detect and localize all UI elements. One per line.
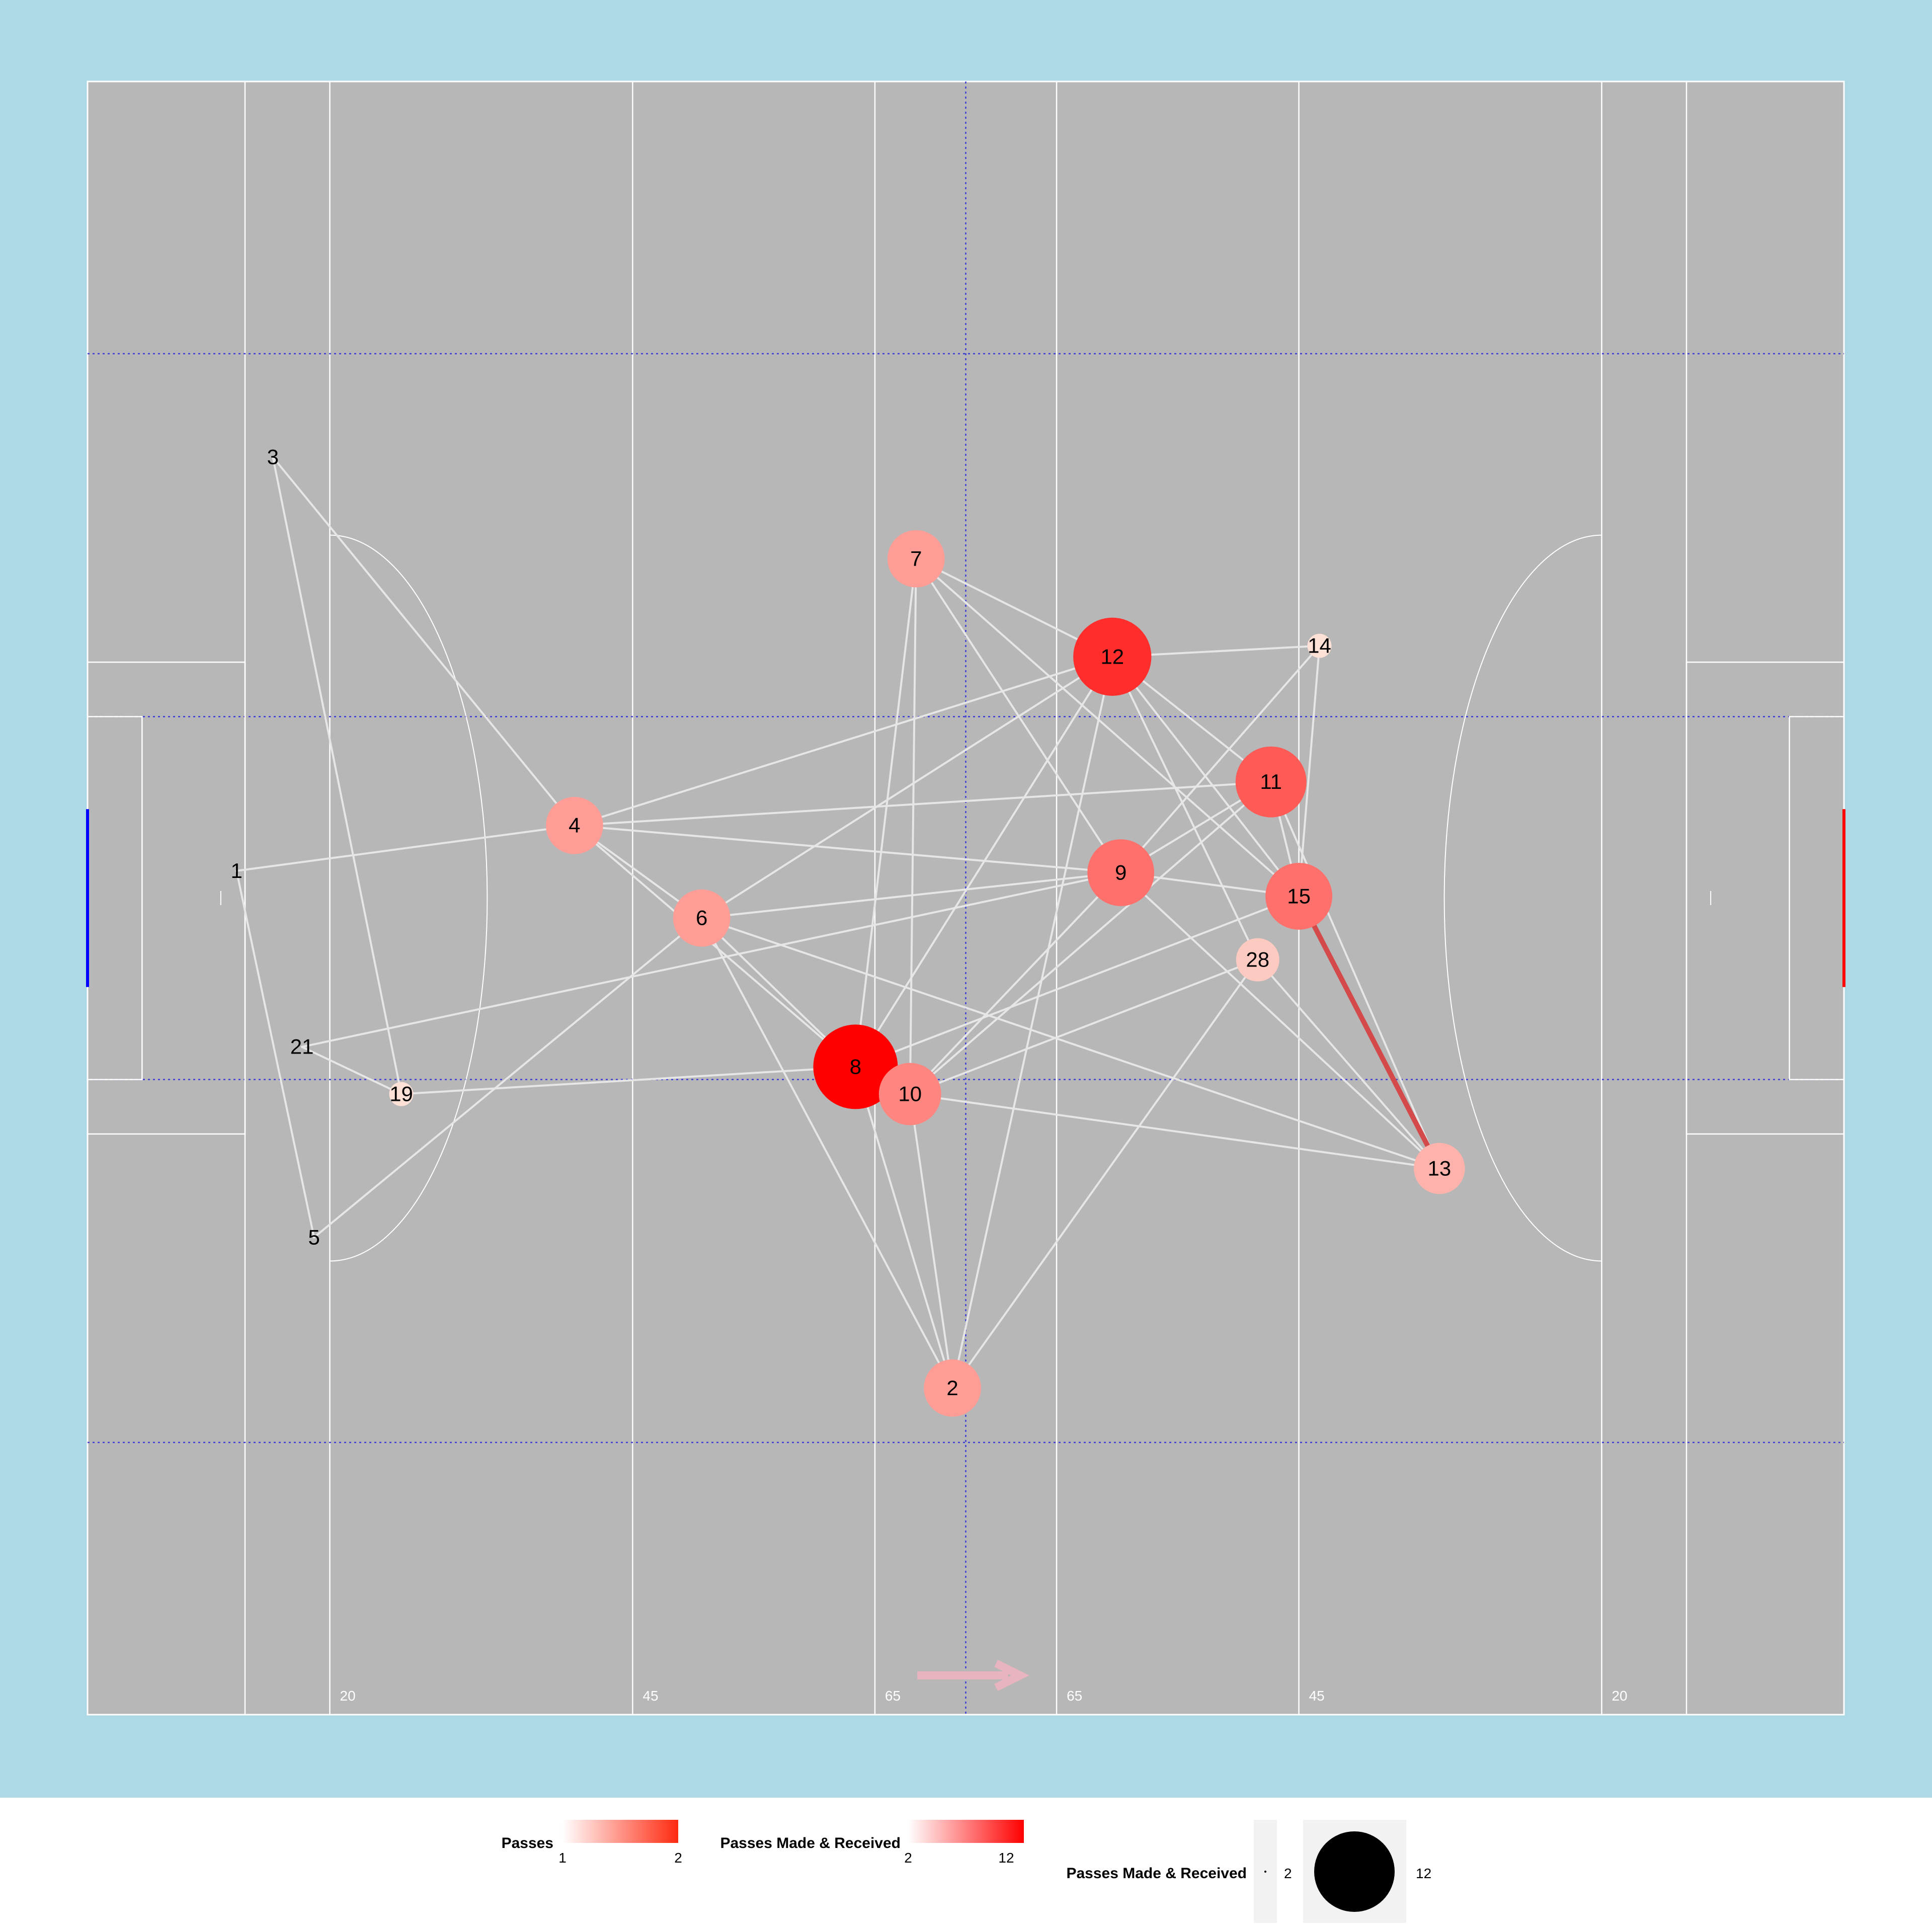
- player-node: [924, 1359, 981, 1417]
- player-label: 19: [389, 1082, 413, 1106]
- legend-node-color-min: 2: [904, 1850, 912, 1866]
- pass-edge: [915, 557, 1300, 898]
- legend-node-size-title: Passes Made & Received: [1066, 1865, 1247, 1882]
- player-label: 1: [230, 859, 242, 882]
- player-label: 12: [1100, 645, 1124, 668]
- player-label: 3: [267, 445, 279, 469]
- pass-edge: [1296, 894, 1442, 1171]
- legend-passes-min: 1: [558, 1850, 567, 1866]
- player-label: 28: [1246, 948, 1269, 972]
- pass-edge: [301, 871, 1122, 1048]
- pass-edge: [909, 871, 1122, 1095]
- legend-size-key-small: [1264, 1871, 1266, 1873]
- pass-edge: [235, 824, 576, 872]
- pass-edge: [700, 871, 1122, 919]
- pass-edge: [909, 557, 917, 1095]
- player-label: 9: [1115, 861, 1126, 884]
- legend-passes-title: Passes: [502, 1835, 553, 1852]
- legend-passes-colorbar: [562, 1820, 678, 1843]
- pass-edge: [573, 824, 857, 1068]
- yard-label: 20: [340, 1688, 356, 1704]
- pass-edge: [235, 869, 315, 1239]
- pass-edge: [573, 781, 1272, 827]
- player-node: [545, 796, 603, 854]
- pass-edge: [1270, 781, 1440, 1170]
- player-label: 5: [308, 1225, 320, 1249]
- yard-label: 20: [1612, 1688, 1627, 1704]
- player-node: [1235, 746, 1307, 818]
- yard-label: 65: [1067, 1688, 1082, 1704]
- player-label: 7: [910, 547, 922, 571]
- pass-edge: [301, 1045, 403, 1095]
- pass-edge: [573, 824, 1122, 874]
- player-node: [1414, 1143, 1465, 1194]
- player-label: 2: [946, 1376, 958, 1400]
- yard-label: 65: [885, 1688, 901, 1704]
- pitch: 20 45 65 65 45 20: [86, 80, 1845, 1716]
- player-node: [1307, 633, 1332, 658]
- pass-edge: [313, 917, 703, 1239]
- yard-label: 45: [642, 1688, 658, 1704]
- player-node: [887, 530, 945, 588]
- legend-node-size-max: 12: [1416, 1866, 1431, 1881]
- player-node: [389, 1082, 414, 1106]
- player-label: 14: [1308, 634, 1331, 658]
- pass-edge: [1256, 958, 1440, 1170]
- pass-edge: [1111, 656, 1259, 961]
- pass-edge: [1119, 645, 1321, 874]
- legend-node-size-min: 2: [1284, 1866, 1292, 1881]
- pass-edge: [909, 1093, 954, 1389]
- legend-size-key-large: [1314, 1831, 1395, 1912]
- player-node: [1265, 862, 1333, 930]
- player-node: [813, 1024, 898, 1109]
- pass-edge: [951, 958, 1259, 1389]
- pass-edge: [700, 917, 954, 1389]
- player-node: [1073, 617, 1152, 696]
- attack-direction-arrowhead: [994, 1659, 1029, 1692]
- legend-node-color-max: 12: [998, 1850, 1014, 1866]
- pass-edge: [700, 656, 1113, 919]
- pass-edge: [915, 557, 1122, 874]
- player-label: 8: [850, 1055, 861, 1078]
- pass-edge: [854, 895, 1300, 1068]
- pass-edge: [909, 781, 1272, 1095]
- pass-edges: [235, 456, 1442, 1389]
- pass-edge: [272, 456, 403, 1095]
- player-node: [878, 1063, 941, 1125]
- player-label: 11: [1260, 770, 1282, 793]
- pass-edge: [854, 1066, 954, 1389]
- player-label: 10: [898, 1082, 922, 1106]
- player-label: 4: [569, 814, 580, 837]
- pass-edge: [909, 958, 1259, 1095]
- legend: Passes 1 2 Passes Made & Received 2 12 P…: [502, 1820, 1431, 1923]
- player-label: 6: [696, 906, 707, 930]
- player-label: 13: [1428, 1156, 1452, 1180]
- pass-edge: [573, 656, 1113, 827]
- pass-edge: [951, 656, 1113, 1389]
- legend-node-colorbar: [908, 1820, 1024, 1843]
- player-node: [1087, 839, 1155, 906]
- pass-edge: [400, 1066, 857, 1095]
- pass-edge: [272, 456, 576, 827]
- legend-node-color-title: Passes Made & Received: [720, 1835, 901, 1852]
- pass-edge: [854, 557, 917, 1068]
- player-node: [1236, 938, 1279, 982]
- yard-label: 45: [1309, 1688, 1325, 1704]
- right-d-arc: [1444, 534, 1602, 1262]
- pass-edge: [700, 917, 1440, 1170]
- pass-edge: [909, 1093, 1440, 1170]
- player-node: [673, 889, 731, 947]
- player-label: 21: [290, 1035, 314, 1059]
- pass-edge: [854, 656, 1113, 1068]
- pass-edge: [1119, 871, 1440, 1170]
- player-label: 15: [1287, 884, 1311, 908]
- left-d-arc: [330, 534, 488, 1262]
- legend-passes-max: 2: [674, 1850, 682, 1866]
